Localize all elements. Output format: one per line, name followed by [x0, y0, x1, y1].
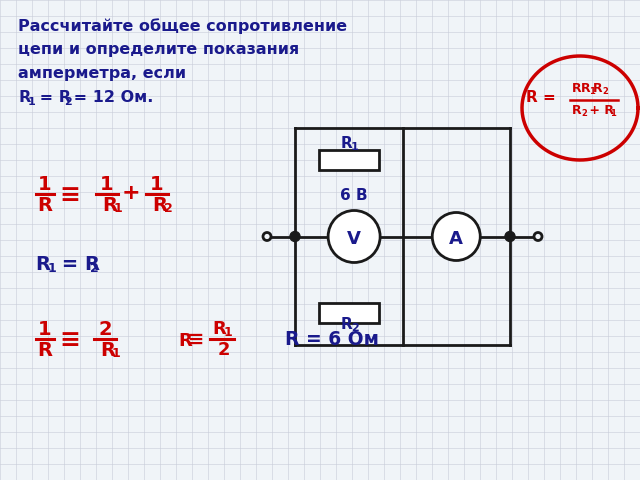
Text: 2: 2 [581, 109, 587, 118]
Text: R: R [581, 82, 591, 95]
Text: R: R [102, 196, 117, 215]
Text: ≡: ≡ [60, 183, 81, 207]
Text: 2: 2 [164, 202, 173, 215]
Text: R: R [100, 341, 115, 360]
Text: = 12 Ом.: = 12 Ом. [68, 90, 154, 105]
Bar [319, 150, 379, 170]
Text: R: R [340, 317, 353, 332]
Text: 2: 2 [90, 262, 99, 275]
Text: R: R [38, 196, 52, 215]
Text: 2: 2 [98, 320, 112, 339]
Text: R: R [572, 104, 582, 117]
Text: V: V [347, 229, 361, 248]
Text: A: A [449, 229, 463, 248]
Text: 2: 2 [351, 323, 358, 333]
Text: 1: 1 [28, 97, 36, 107]
Circle shape [290, 231, 300, 241]
Text: + R: + R [585, 104, 614, 117]
Text: R = 6 Ом: R = 6 Ом [285, 330, 379, 349]
Text: 1: 1 [224, 326, 233, 339]
Circle shape [534, 232, 542, 240]
Text: R: R [18, 90, 30, 105]
Text: 1: 1 [100, 175, 114, 194]
Text: R: R [35, 255, 50, 274]
Text: 1: 1 [150, 175, 164, 194]
Text: цепи и определите показания: цепи и определите показания [18, 42, 300, 57]
Text: 1: 1 [112, 347, 121, 360]
Text: R: R [593, 82, 603, 95]
Text: R: R [212, 320, 226, 338]
Text: R: R [178, 332, 192, 350]
Text: 2: 2 [602, 87, 608, 96]
Text: = R: = R [55, 255, 100, 274]
Text: ≡: ≡ [60, 328, 81, 352]
Text: = R: = R [34, 90, 71, 105]
Text: R =: R = [526, 91, 556, 106]
Text: 1: 1 [351, 142, 358, 152]
Text: 2: 2 [64, 97, 72, 107]
Text: 1: 1 [38, 320, 52, 339]
Text: 6 В: 6 В [340, 188, 368, 203]
Text: R: R [152, 196, 167, 215]
Text: R: R [38, 341, 52, 360]
Text: +: + [122, 183, 140, 203]
Text: ≡: ≡ [188, 330, 204, 349]
Text: 1: 1 [114, 202, 123, 215]
Circle shape [505, 231, 515, 241]
Text: 1: 1 [589, 87, 595, 96]
Text: 2: 2 [218, 341, 230, 359]
Text: амперметра, если: амперметра, если [18, 66, 186, 81]
Circle shape [432, 213, 480, 261]
Bar [319, 303, 379, 323]
Circle shape [328, 211, 380, 263]
Text: R: R [572, 82, 582, 95]
Circle shape [263, 232, 271, 240]
Text: 1: 1 [48, 262, 57, 275]
Text: 1: 1 [38, 175, 52, 194]
Text: R: R [340, 136, 353, 151]
Text: 1: 1 [610, 109, 616, 118]
Text: Рассчитайте общее сопротивление: Рассчитайте общее сопротивление [18, 18, 347, 34]
